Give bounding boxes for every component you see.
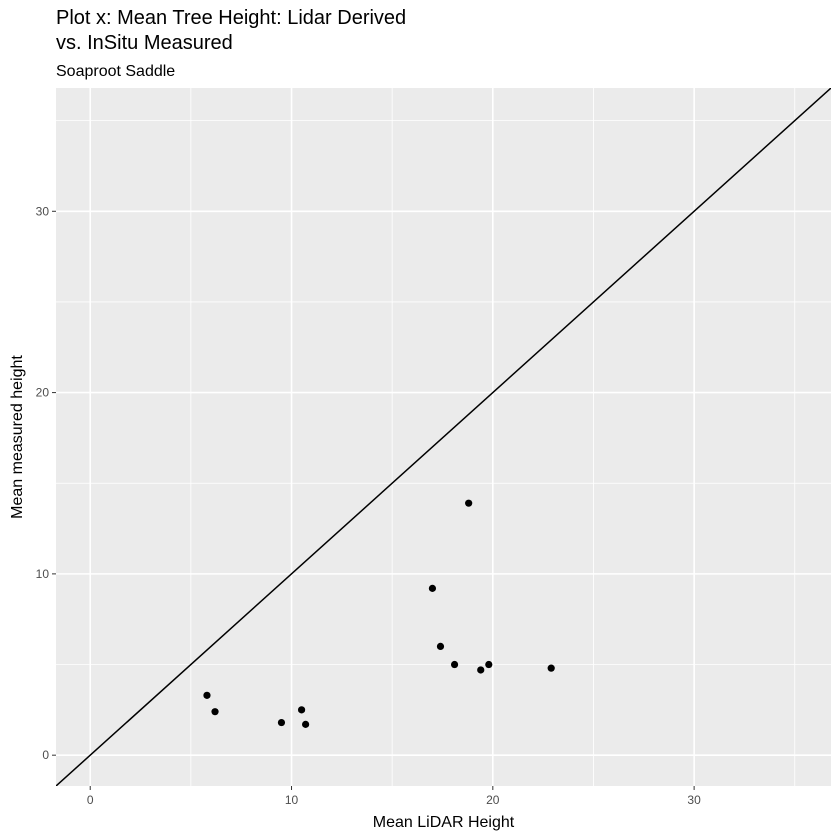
grid-major-lines — [56, 88, 831, 786]
data-point — [428, 584, 437, 592]
x-tick-label: 30 — [687, 793, 701, 807]
chart-title-line-2: vs. InSitu Measured — [56, 32, 233, 54]
y-tick-label: 20 — [36, 386, 50, 400]
data-points — [203, 499, 555, 728]
chart-subtitle: Soaproot Saddle — [56, 63, 175, 80]
data-point — [465, 499, 473, 507]
data-point — [436, 642, 445, 651]
y-axis-ticks: 0 10 20 30 — [36, 204, 56, 762]
grid-minor-lines — [56, 88, 831, 786]
y-tick-label: 0 — [42, 748, 49, 762]
y-tick-label: 10 — [36, 567, 50, 581]
data-point — [203, 691, 211, 699]
x-tick-label: 20 — [486, 793, 500, 807]
data-point — [297, 706, 306, 714]
data-point — [450, 660, 459, 669]
data-point — [302, 720, 310, 728]
chart-title-line-1: Plot x: Mean Tree Height: Lidar Derived — [56, 7, 406, 29]
data-point — [211, 708, 219, 716]
data-point — [547, 664, 555, 672]
y-tick-label: 30 — [36, 204, 50, 218]
y-axis-title: Mean measured height — [9, 355, 26, 519]
data-point — [477, 666, 485, 674]
x-axis-ticks: 0 10 20 30 — [87, 786, 701, 807]
data-point — [277, 718, 286, 727]
data-point — [485, 660, 493, 669]
reference-line — [56, 88, 831, 786]
x-axis-title: Mean LiDAR Height — [373, 814, 515, 831]
x-tick-label: 10 — [285, 793, 299, 807]
x-tick-label: 0 — [87, 793, 94, 807]
